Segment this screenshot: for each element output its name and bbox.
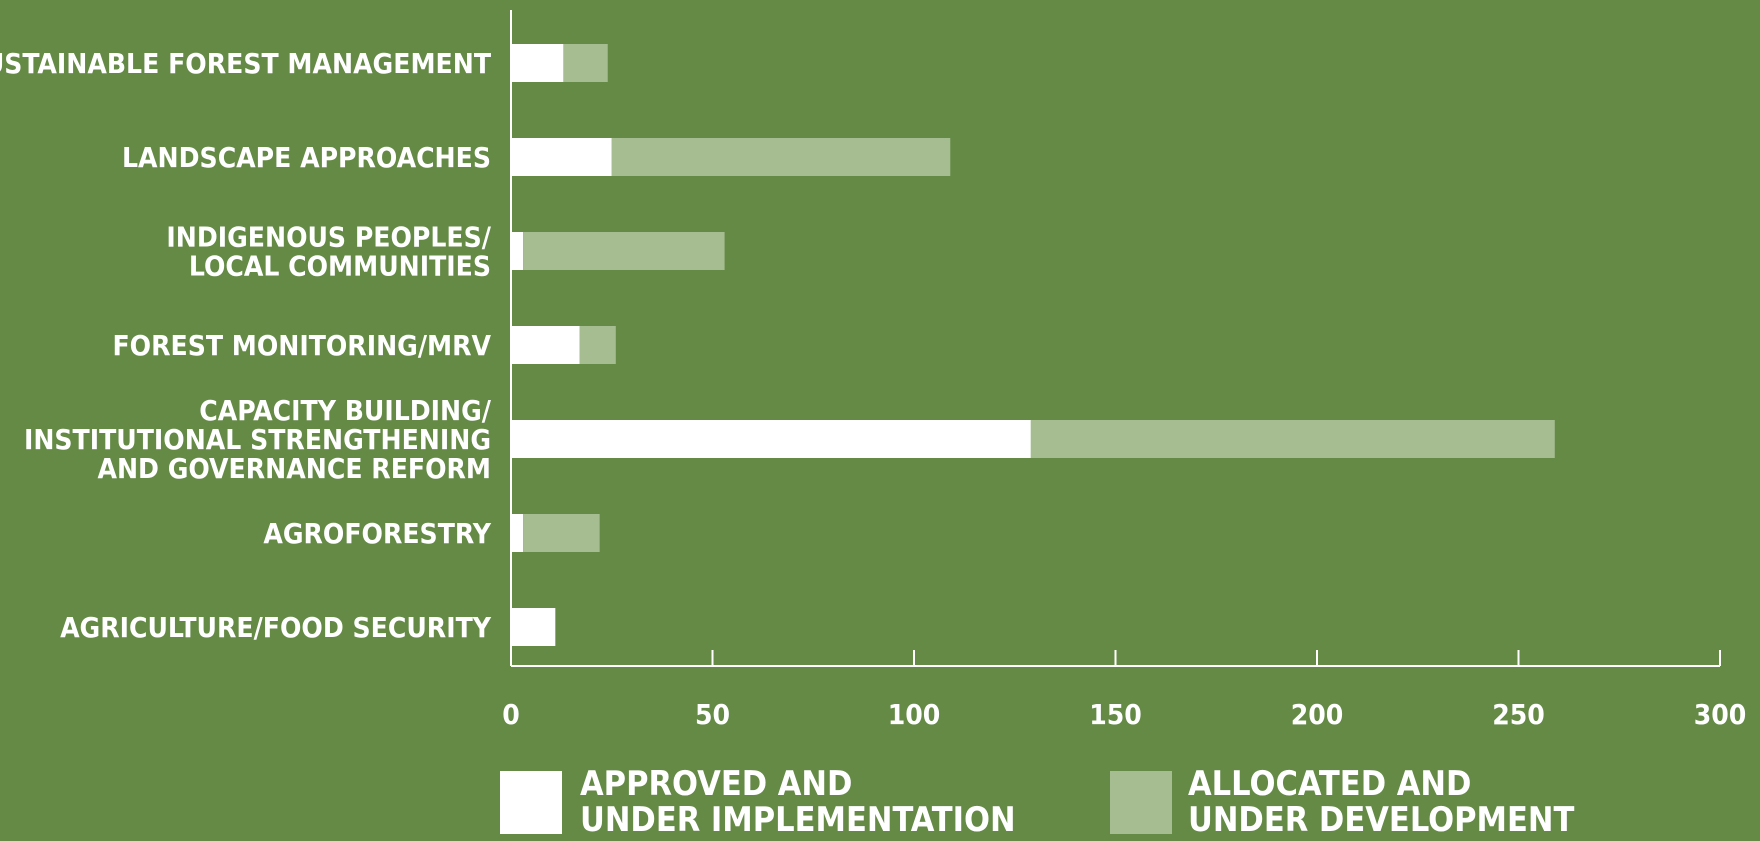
category-label: FOREST MONITORING/MRV (112, 329, 491, 362)
bar-approved (511, 608, 556, 646)
bar-approved (511, 44, 564, 82)
x-tick-label: 200 (1291, 698, 1344, 731)
bar-allocated (523, 232, 725, 270)
bar-approved (511, 326, 580, 364)
x-tick-label: 250 (1492, 698, 1545, 731)
bar-approved (511, 514, 524, 552)
bar-allocated (563, 44, 608, 82)
legend-label-approved: APPROVED AND UNDER IMPLEMENTATION (580, 764, 1016, 840)
category-label: LANDSCAPE APPROACHES (122, 141, 491, 174)
category-label: AGRICULTURE/FOOD SECURITY (60, 611, 492, 644)
x-tick-label: 150 (1089, 698, 1142, 731)
bar-approved (511, 138, 612, 176)
category-label: AGROFORESTRY (263, 517, 491, 550)
bar-allocated (611, 138, 951, 176)
category-label: INDIGENOUS PEOPLES/LOCAL COMMUNITIES (166, 221, 491, 283)
bar-allocated (523, 514, 600, 552)
bar-allocated (1030, 420, 1555, 458)
x-tick-label: 100 (888, 698, 941, 731)
x-tick-label: 0 (502, 698, 520, 731)
category-label: CAPACITY BUILDING/INSTITUTIONAL STRENGTH… (24, 394, 492, 485)
x-tick-label: 300 (1694, 698, 1747, 731)
bar-allocated (579, 326, 616, 364)
category-label: SUSTAINABLE FOREST MANAGEMENT (0, 47, 492, 80)
bar-approved (511, 420, 1031, 458)
legend-swatch-approved (500, 771, 562, 834)
bar-approved (511, 232, 524, 270)
x-tick-label: 50 (695, 698, 730, 731)
legend-swatch-allocated (1110, 771, 1172, 834)
legend-label-allocated: ALLOCATED AND UNDER DEVELOPMENT (1188, 764, 1574, 840)
